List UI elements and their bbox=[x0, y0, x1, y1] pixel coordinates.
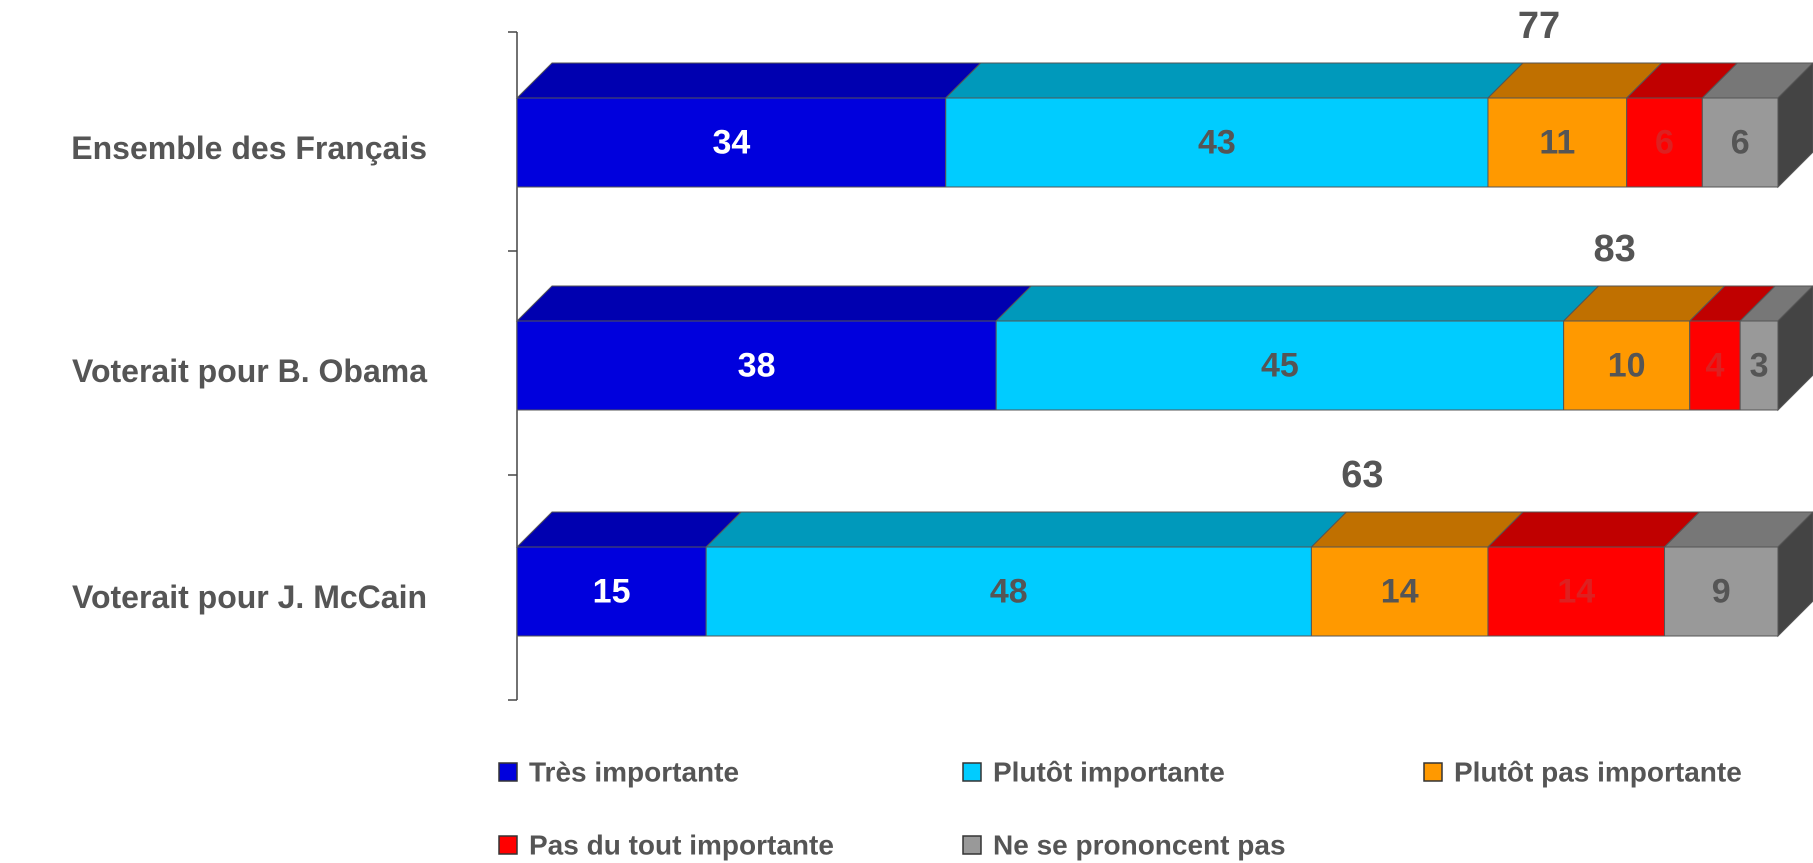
bar-segment bbox=[1563, 320, 1691, 411]
legend-swatch bbox=[498, 835, 518, 855]
bar-side-face bbox=[1777, 511, 1813, 638]
legend-label: Ne se prononcent pas bbox=[993, 829, 1286, 860]
legend-label: Très importante bbox=[529, 756, 739, 787]
bar-segment bbox=[1310, 546, 1489, 637]
bar-side-face bbox=[1777, 285, 1813, 412]
legend-label: Plutôt pas importante bbox=[1454, 756, 1742, 787]
bar-top-face bbox=[515, 511, 743, 548]
bar-segment bbox=[516, 320, 997, 411]
total-label: 83 bbox=[1593, 228, 1635, 270]
data-label: 43 bbox=[1198, 123, 1236, 161]
bar-segment bbox=[945, 97, 1489, 188]
bar-segment bbox=[1664, 546, 1779, 637]
bar-segment bbox=[995, 320, 1565, 411]
total-label: 77 bbox=[1518, 5, 1560, 47]
bar-top-face bbox=[515, 62, 982, 99]
bar-segment bbox=[516, 97, 947, 188]
category-label: Voterait pour J. McCain bbox=[72, 579, 427, 615]
bar-top-face bbox=[1310, 511, 1525, 548]
data-label: 48 bbox=[990, 572, 1028, 610]
data-label: 3 bbox=[1750, 346, 1769, 384]
total-label: 63 bbox=[1341, 454, 1383, 496]
data-label: 4 bbox=[1705, 346, 1724, 384]
data-label: 15 bbox=[593, 572, 631, 610]
data-label: 11 bbox=[1539, 123, 1575, 161]
legend-label: Pas du tout importante bbox=[529, 829, 834, 860]
category-label: Ensemble des Français bbox=[71, 130, 427, 166]
bar-side-face bbox=[1777, 62, 1813, 189]
legend-swatch bbox=[962, 762, 982, 782]
data-label: 34 bbox=[712, 123, 750, 161]
bar-top-face bbox=[944, 62, 1525, 99]
legend-swatch bbox=[1423, 762, 1443, 782]
bar-top-face bbox=[515, 285, 1033, 322]
data-label: 45 bbox=[1261, 346, 1299, 384]
category-label: Voterait pour B. Obama bbox=[72, 353, 427, 389]
data-label: 6 bbox=[1731, 123, 1750, 161]
bar-top-face bbox=[1486, 511, 1701, 548]
bar-segment bbox=[1689, 320, 1741, 411]
bar-top-face bbox=[994, 285, 1600, 322]
bar-segment bbox=[1626, 97, 1703, 188]
legend-label: Plutôt importante bbox=[993, 756, 1225, 787]
bar-segment bbox=[1739, 320, 1779, 411]
bar-top-face bbox=[704, 511, 1348, 548]
data-label: 10 bbox=[1608, 346, 1646, 384]
legend-swatch bbox=[962, 835, 982, 855]
data-label: 14 bbox=[1557, 572, 1595, 610]
data-label: 38 bbox=[738, 346, 776, 384]
bar-segment bbox=[705, 546, 1312, 637]
data-label: 14 bbox=[1381, 572, 1419, 610]
legend-swatch bbox=[498, 762, 518, 782]
data-label: 6 bbox=[1655, 123, 1674, 161]
data-label: 9 bbox=[1712, 572, 1731, 610]
bar-segment bbox=[516, 546, 707, 637]
bar-segment bbox=[1487, 97, 1628, 188]
